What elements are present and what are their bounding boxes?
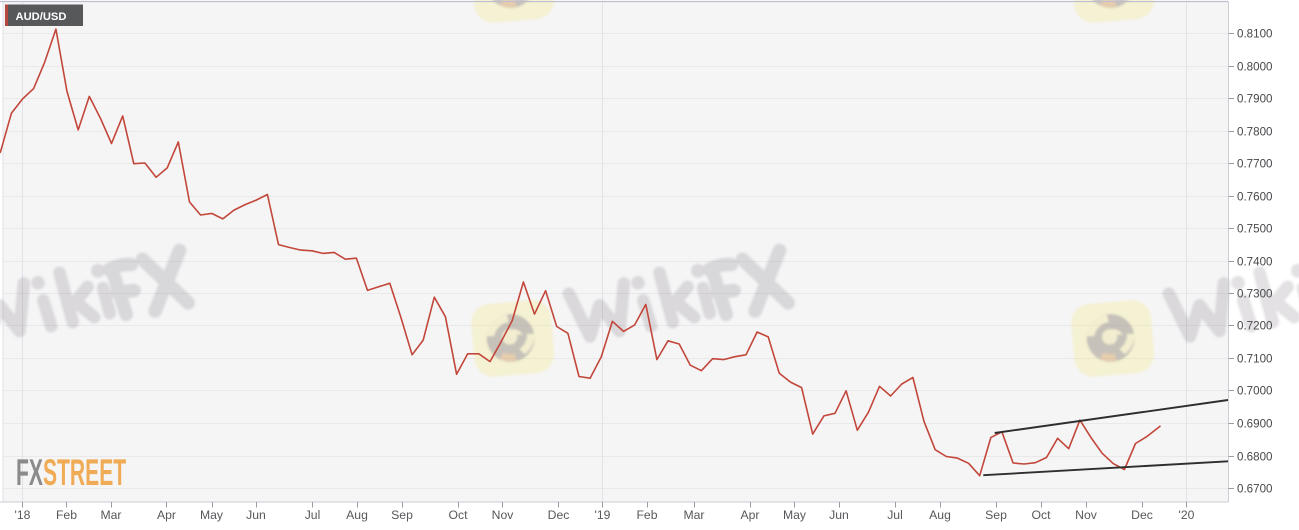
svg-text:Sep: Sep [391,508,413,522]
svg-text:0.8100: 0.8100 [1237,28,1272,41]
svg-text:Dec: Dec [1131,508,1153,522]
svg-text:Apr: Apr [741,508,760,522]
svg-text:'19: '19 [595,508,611,522]
svg-text:Mar: Mar [684,508,705,522]
svg-text:0.7900: 0.7900 [1237,93,1272,106]
svg-text:Aug: Aug [346,508,368,522]
svg-text:0.7500: 0.7500 [1237,223,1272,236]
svg-text:0.6900: 0.6900 [1237,418,1272,431]
svg-text:0.7100: 0.7100 [1237,353,1272,366]
svg-text:AUD/USD: AUD/USD [16,11,67,23]
svg-text:Feb: Feb [56,508,77,522]
svg-text:Aug: Aug [929,508,951,522]
svg-text:Nov: Nov [492,508,515,522]
svg-text:'18: '18 [15,508,31,522]
svg-text:Nov: Nov [1075,508,1098,522]
svg-text:Mar: Mar [101,508,122,522]
svg-text:0.7700: 0.7700 [1237,158,1272,171]
svg-text:Jun: Jun [829,508,849,522]
svg-text:Apr: Apr [157,508,176,522]
svg-text:Oct: Oct [1032,508,1052,522]
svg-text:FXSTREET: FXSTREET [16,453,127,494]
svg-text:Feb: Feb [636,508,657,522]
svg-text:0.6800: 0.6800 [1237,451,1272,464]
svg-text:Sep: Sep [985,508,1007,522]
svg-text:0.6700: 0.6700 [1237,483,1272,496]
svg-text:May: May [200,508,224,522]
svg-text:Jun: Jun [246,508,266,522]
svg-text:0.7600: 0.7600 [1237,191,1272,204]
svg-text:May: May [783,508,807,522]
svg-text:Dec: Dec [548,508,570,522]
svg-text:Jul: Jul [887,508,903,522]
svg-text:0.7000: 0.7000 [1237,385,1272,398]
svg-text:0.7400: 0.7400 [1237,256,1272,269]
svg-text:0.7800: 0.7800 [1237,126,1272,139]
svg-text:0.8000: 0.8000 [1237,61,1272,74]
svg-text:0.7200: 0.7200 [1237,320,1272,333]
svg-text:Jul: Jul [305,508,321,522]
svg-text:'20: '20 [1179,508,1195,522]
svg-text:Oct: Oct [449,508,469,522]
svg-text:0.7300: 0.7300 [1237,288,1272,301]
